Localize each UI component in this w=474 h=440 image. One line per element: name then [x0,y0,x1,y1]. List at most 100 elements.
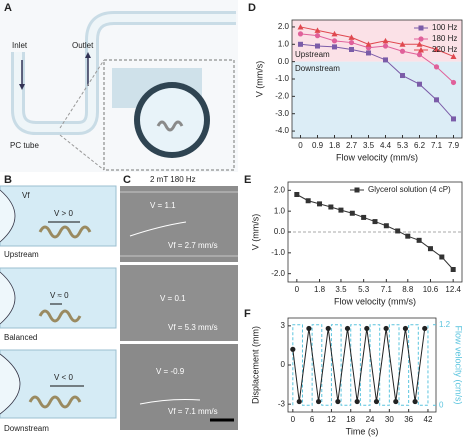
x-tick-label: 42 [424,415,433,424]
x-tick-label: 5.3 [358,285,370,294]
x-tick-label: 7.9 [448,141,460,150]
data-point [328,204,334,210]
y-tick-label: 3 [281,321,286,330]
data-point [383,325,389,332]
data-point [349,47,354,52]
data-point [405,233,411,239]
y-axis-title: V (mm/s) [250,214,260,251]
series-line [300,33,454,83]
x-tick-label: 7.1 [431,141,443,150]
x-tick-label: 12.4 [445,285,461,294]
series-line [292,324,429,406]
helix [38,309,82,323]
data-point [314,33,321,39]
data-point [451,116,456,122]
state-label: Balanced [4,333,37,342]
state-label: Downstream [4,424,49,433]
y-tick-label: -2.0 [275,91,289,100]
tube-lumen [140,88,204,152]
x-tick-label: 5.3 [397,141,409,150]
x-tick-label: 30 [385,415,394,424]
data-point [373,398,380,405]
data-point [365,41,372,47]
x-tick-label: 8.8 [402,285,414,294]
flow-label: Vf = 5.3 mm/s [168,323,218,332]
data-point [354,398,360,405]
legend-marker [418,36,424,42]
legend-marker [354,187,360,193]
y-tick-label: -3.0 [275,109,289,118]
data-point [422,325,428,332]
legend-marker [418,25,424,31]
data-point [332,44,337,50]
x-tick-label: 6 [310,415,315,424]
series-line [300,26,454,57]
data-point [383,57,388,63]
data-point [366,50,371,56]
data-point [400,73,405,79]
x-tick-label: 0.9 [312,141,324,150]
panel-label: E [244,174,251,186]
x-tick-label: 2.7 [346,141,358,150]
panel-a: A Inlet Outlet PC tube [0,0,238,172]
data-point [297,31,304,37]
velocity-label: V = 1.1 [150,201,176,210]
data-point [372,219,378,225]
data-point [294,192,300,197]
data-point [331,30,338,37]
x-axis-title: Time (s) [346,426,379,436]
series-line [300,43,454,120]
data-point [399,41,406,47]
y-tick-label: 0.0 [274,227,286,236]
data-point [296,398,302,405]
trajectory [129,221,187,237]
data-point [416,52,423,58]
flow-label: Vf = 2.7 mm/s [168,241,218,250]
data-point [305,198,311,204]
helix [156,120,184,132]
data-point [427,246,433,252]
micrograph [120,344,238,430]
data-point [433,64,440,70]
inlet-label: Inlet [12,41,28,50]
x-tick-label: 12 [327,415,336,424]
data-point [298,41,303,47]
data-point [450,53,457,59]
y-tick-label: 1.0 [278,39,290,48]
legend-label: 180 Hz [432,34,457,43]
data-point [306,325,312,332]
y-axis-title: V (mm/s) [254,61,264,98]
x-tick-label: 3.5 [363,141,375,150]
data-point [290,346,296,352]
y-tick-label: 0 [281,360,286,369]
data-point [412,398,418,405]
x-tick-label: 0 [298,141,303,150]
panel-label: A [4,2,12,14]
data-point [416,41,423,47]
x-tick-label: 3.5 [335,285,347,294]
data-point [349,210,355,216]
velocity-label: V > 0 [54,209,73,218]
data-point [402,325,409,332]
region-lower [292,61,462,138]
data-point [348,39,355,46]
data-point [439,254,445,260]
annotation: Downstream [295,64,340,73]
data-point [382,37,389,44]
data-point [335,398,341,405]
helix [28,395,82,409]
y-tick-label: -1.0 [275,74,289,83]
data-point [314,27,321,33]
zoom-box [103,59,235,171]
zoom-line [59,134,105,171]
legend-marker [418,47,424,53]
flow-label: Vf = 7.1 mm/s [168,407,218,416]
y-tick-label: 2.0 [274,185,286,194]
y-tick-label: -1.0 [271,248,285,257]
data-point [348,34,355,40]
inlet-arrowhead [19,84,25,90]
panel-b: B Vf V > 0 Upstream V ≈ 0 Balanced V < 0… [0,174,117,433]
x-tick-label: 36 [404,415,413,424]
data-point [315,398,322,405]
